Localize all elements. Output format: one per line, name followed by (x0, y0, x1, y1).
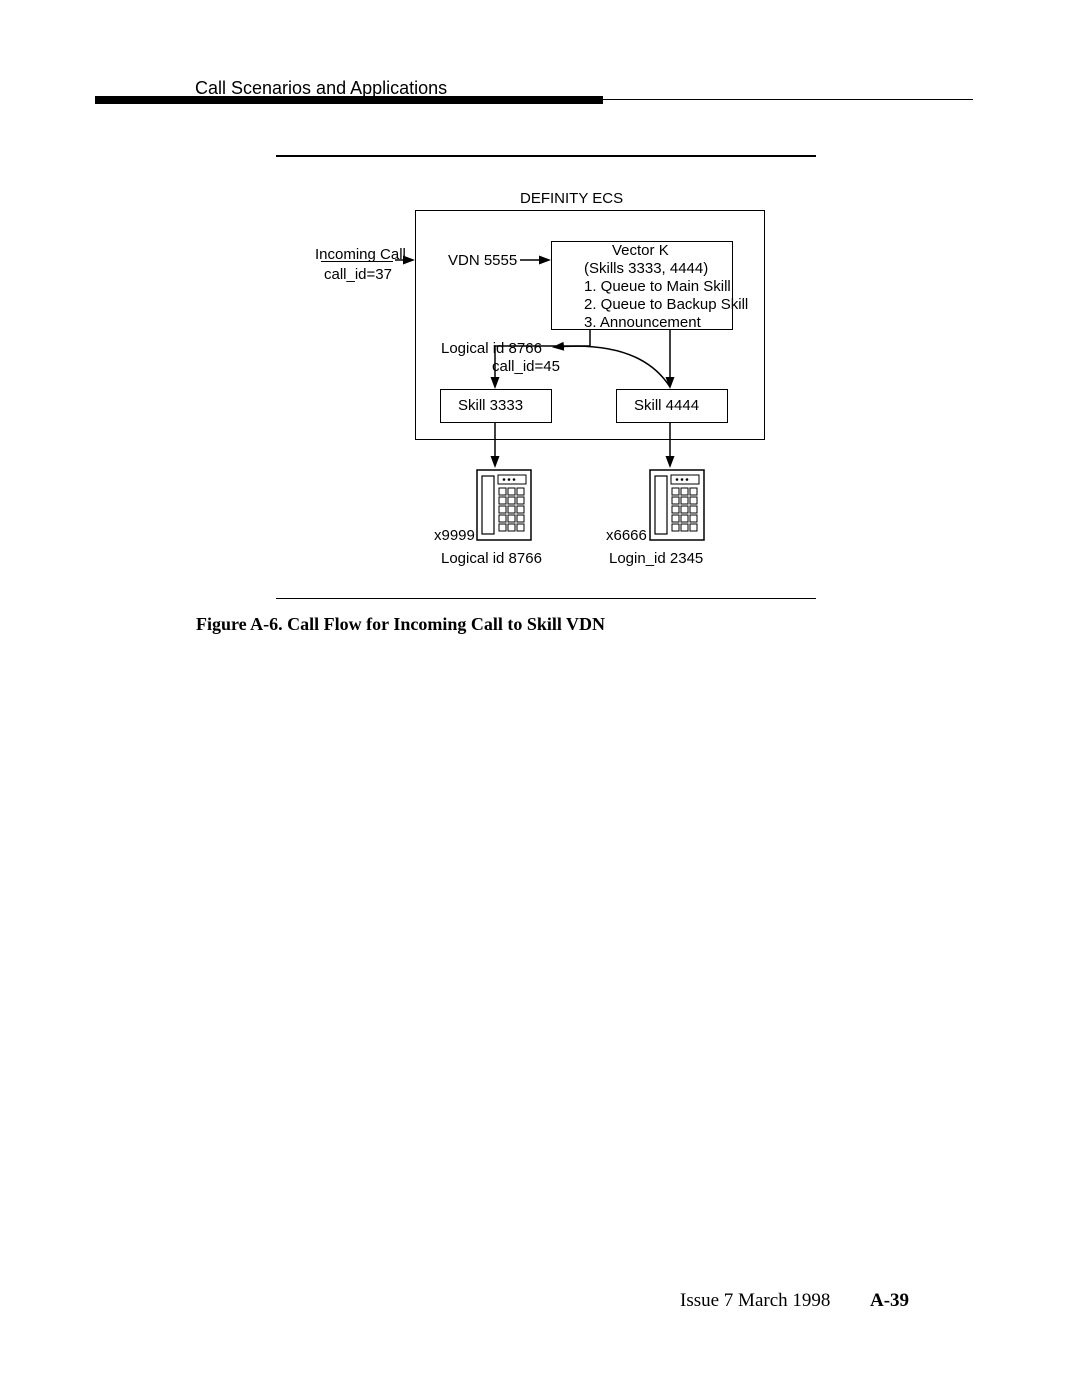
figure-separator-bottom (276, 598, 816, 599)
diagram-lines (310, 190, 810, 590)
call-flow-diagram: DEFINITY ECS Incoming Call call_id=37 VD… (310, 190, 810, 590)
footer-issue: Issue 7 March 1998 (680, 1290, 830, 1312)
footer-page: A-39 (870, 1290, 909, 1312)
phone-icon (650, 470, 704, 540)
figure-separator-top (276, 155, 816, 157)
figure-caption: Figure A-6. Call Flow for Incoming Call … (196, 614, 605, 635)
page: Call Scenarios and Applications DEFINITY… (0, 0, 1080, 1397)
phone-icon (477, 470, 531, 540)
header-rule-thick (95, 96, 603, 104)
header-rule-thin (603, 99, 973, 100)
